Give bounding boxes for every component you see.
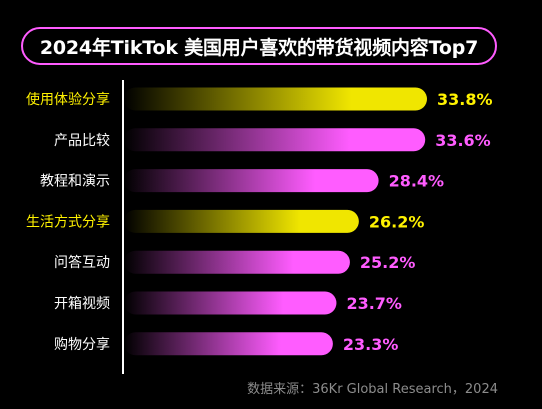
value-label: 23.7% <box>346 294 402 313</box>
value-label: 25.2% <box>360 253 416 272</box>
value-label: 33.8% <box>437 90 493 109</box>
value-label: 33.6% <box>435 131 491 150</box>
chart-title-pill: 2024年TikTok 美国用户喜欢的带货视频内容Top7 <box>21 27 497 65</box>
category-label: 教程和演示 <box>40 174 110 190</box>
bars-layer: 使用体验分享 33.8% 产品比较 33.6% 教程和演示 28.4% 生活方式分享 26.2… <box>26 87 493 356</box>
category-label: 产品比较 <box>54 133 110 149</box>
bar <box>124 128 426 152</box>
bar <box>124 87 427 111</box>
bar <box>124 169 379 193</box>
category-label: 购物分享 <box>54 336 110 353</box>
value-label: 23.3% <box>343 335 399 354</box>
value-label: 28.4% <box>389 172 445 191</box>
bar <box>124 250 350 274</box>
chart-title: 2024年TikTok 美国用户喜欢的带货视频内容Top7 <box>39 36 479 59</box>
category-label: 问答互动 <box>54 254 110 271</box>
category-label: 开箱视频 <box>54 296 110 312</box>
source-note: 数据来源：36Kr Global Research，2024 <box>247 382 498 397</box>
category-label: 生活方式分享 <box>26 213 110 230</box>
bar <box>124 291 337 315</box>
bar <box>124 332 333 356</box>
bar <box>124 209 359 233</box>
category-label: 使用体验分享 <box>26 91 110 108</box>
value-label: 26.2% <box>369 212 425 231</box>
